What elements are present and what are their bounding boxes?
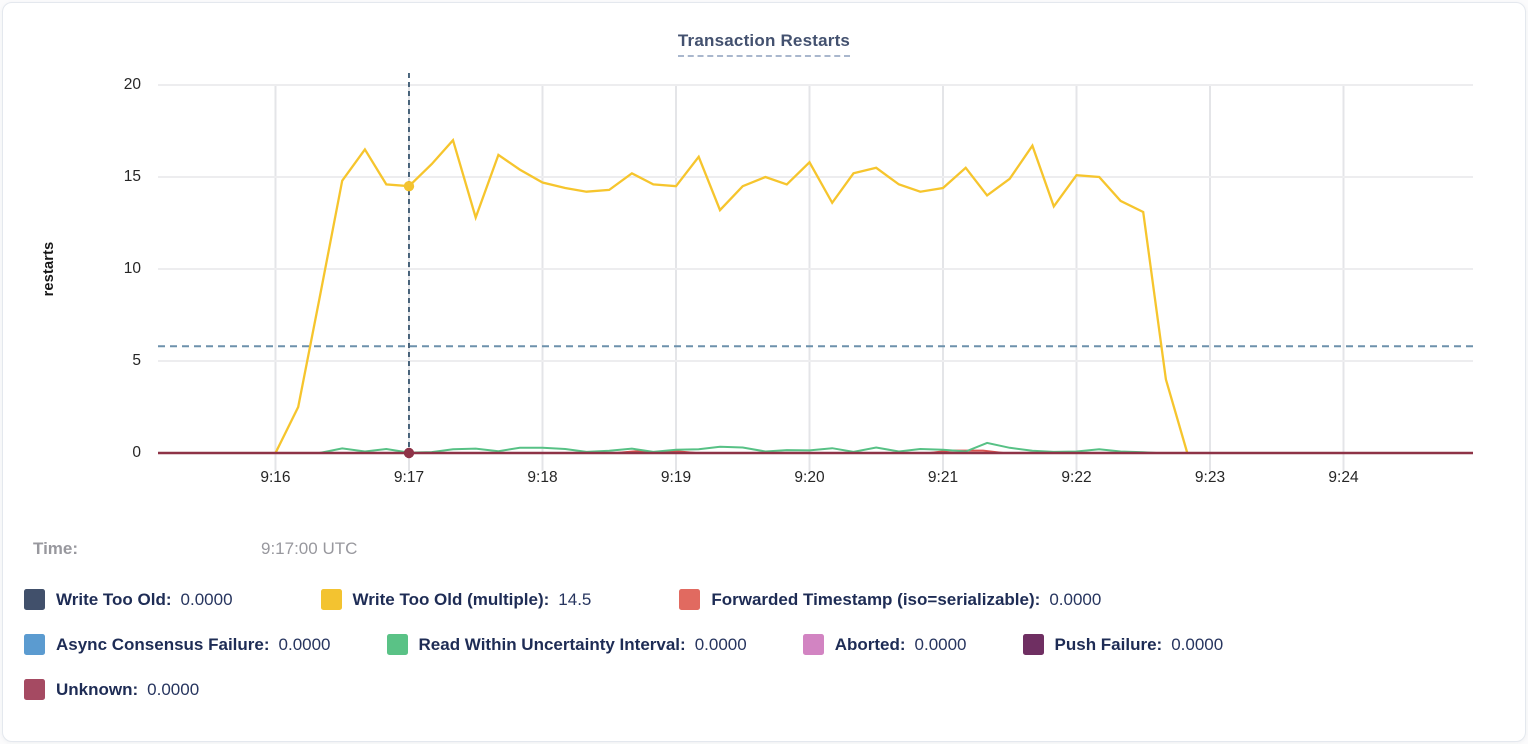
series-line-read-within-uncertainty-interval <box>319 441 1157 454</box>
legend-value: 0.0000 <box>147 679 200 699</box>
legend-label: Read Within Uncertainty Interval: <box>418 634 686 654</box>
legend-label: Aborted: <box>834 634 906 654</box>
legend-swatch <box>320 589 342 610</box>
y-tick-label: 5 <box>132 352 141 369</box>
legend-row-3: Unknown: 0.0000 <box>24 679 199 700</box>
y-tick-label: 0 <box>132 444 141 461</box>
legend-item-read-within-uncertainty-interval[interactable]: Read Within Uncertainty Interval: 0.0000 <box>386 634 747 655</box>
x-tick-label: 9:21 <box>927 469 959 486</box>
crosshair-dot <box>403 181 415 192</box>
legend-value: 0.0000 <box>1049 589 1102 609</box>
x-tick-label: 9:16 <box>260 469 291 486</box>
chart-header: Transaction Restarts <box>3 31 1525 57</box>
legend-row-1: Write Too Old: 0.0000 Write Too Old (mul… <box>24 589 1101 610</box>
legend-item-forwarded-timestamp[interactable]: Forwarded Timestamp (iso=serializable): … <box>679 589 1101 610</box>
legend-label: Unknown: <box>56 679 139 699</box>
legend-swatch <box>386 634 408 655</box>
legend-label: Write Too Old: <box>56 589 172 609</box>
legend-value: 0.0000 <box>694 634 747 654</box>
legend-item-push-failure[interactable]: Push Failure: 0.0000 <box>1022 634 1224 655</box>
legend-label: Push Failure: <box>1054 634 1163 654</box>
x-axis-tick-labels: 9:16 9:17 9:18 9:19 9:20 9:21 9:22 9:23 9:24 <box>158 469 1473 493</box>
legend-item-async-consensus-failure[interactable]: Async Consensus Failure: 0.0000 <box>24 634 331 655</box>
legend-label: Write Too Old (multiple): <box>352 589 550 609</box>
legend-swatch <box>1022 634 1044 655</box>
y-axis-tick-labels: 0 5 10 15 20 <box>69 76 141 461</box>
legend-item-unknown[interactable]: Unknown: 0.0000 <box>24 679 199 700</box>
legend-swatch <box>24 634 45 655</box>
y-axis-title: restarts <box>41 241 57 297</box>
legend-item-write-too-old-multiple[interactable]: Write Too Old (multiple): 14.5 <box>320 589 592 610</box>
chart-title[interactable]: Transaction Restarts <box>677 31 851 57</box>
hover-time-row: Time: 9:17:00 UTC <box>33 539 357 563</box>
legend-label: Async Consensus Failure: <box>56 634 270 654</box>
time-label: Time: <box>33 539 79 558</box>
x-tick-label: 9:24 <box>1328 469 1359 486</box>
x-tick-label: 9:20 <box>794 469 825 486</box>
legend-value: 14.5 <box>558 589 592 609</box>
legend-label: Forwarded Timestamp (iso=serializable): <box>711 589 1041 609</box>
legend-value: 0.0000 <box>180 589 233 609</box>
legend-swatch <box>24 679 45 700</box>
legend-swatch <box>24 589 45 610</box>
legend-value: 0.0000 <box>914 634 967 654</box>
x-tick-label: 9:22 <box>1061 469 1092 486</box>
legend-row-2: Async Consensus Failure: 0.0000 Read Wit… <box>24 634 1223 655</box>
x-tick-label: 9:19 <box>660 469 692 486</box>
y-tick-label: 10 <box>123 260 141 277</box>
time-value: 9:17:00 UTC <box>261 539 358 558</box>
plot-area[interactable] <box>158 73 1473 471</box>
legend-swatch <box>679 589 701 610</box>
y-tick-label: 15 <box>123 168 141 185</box>
x-tick-label: 9:18 <box>527 469 558 486</box>
x-tick-label: 9:23 <box>1194 469 1226 486</box>
chart-svg <box>158 73 1473 471</box>
y-tick-label: 20 <box>123 76 141 93</box>
legend-swatch <box>802 634 824 655</box>
crosshair-dot <box>403 447 415 459</box>
legend-value: 0.0000 <box>278 634 331 654</box>
series-line-write-too-old-multiple- <box>274 137 1189 454</box>
x-tick-label: 9:17 <box>393 469 425 486</box>
legend-item-aborted[interactable]: Aborted: 0.0000 <box>802 634 967 655</box>
legend-value: 0.0000 <box>1171 634 1224 654</box>
legend-item-write-too-old[interactable]: Write Too Old: 0.0000 <box>24 589 233 610</box>
